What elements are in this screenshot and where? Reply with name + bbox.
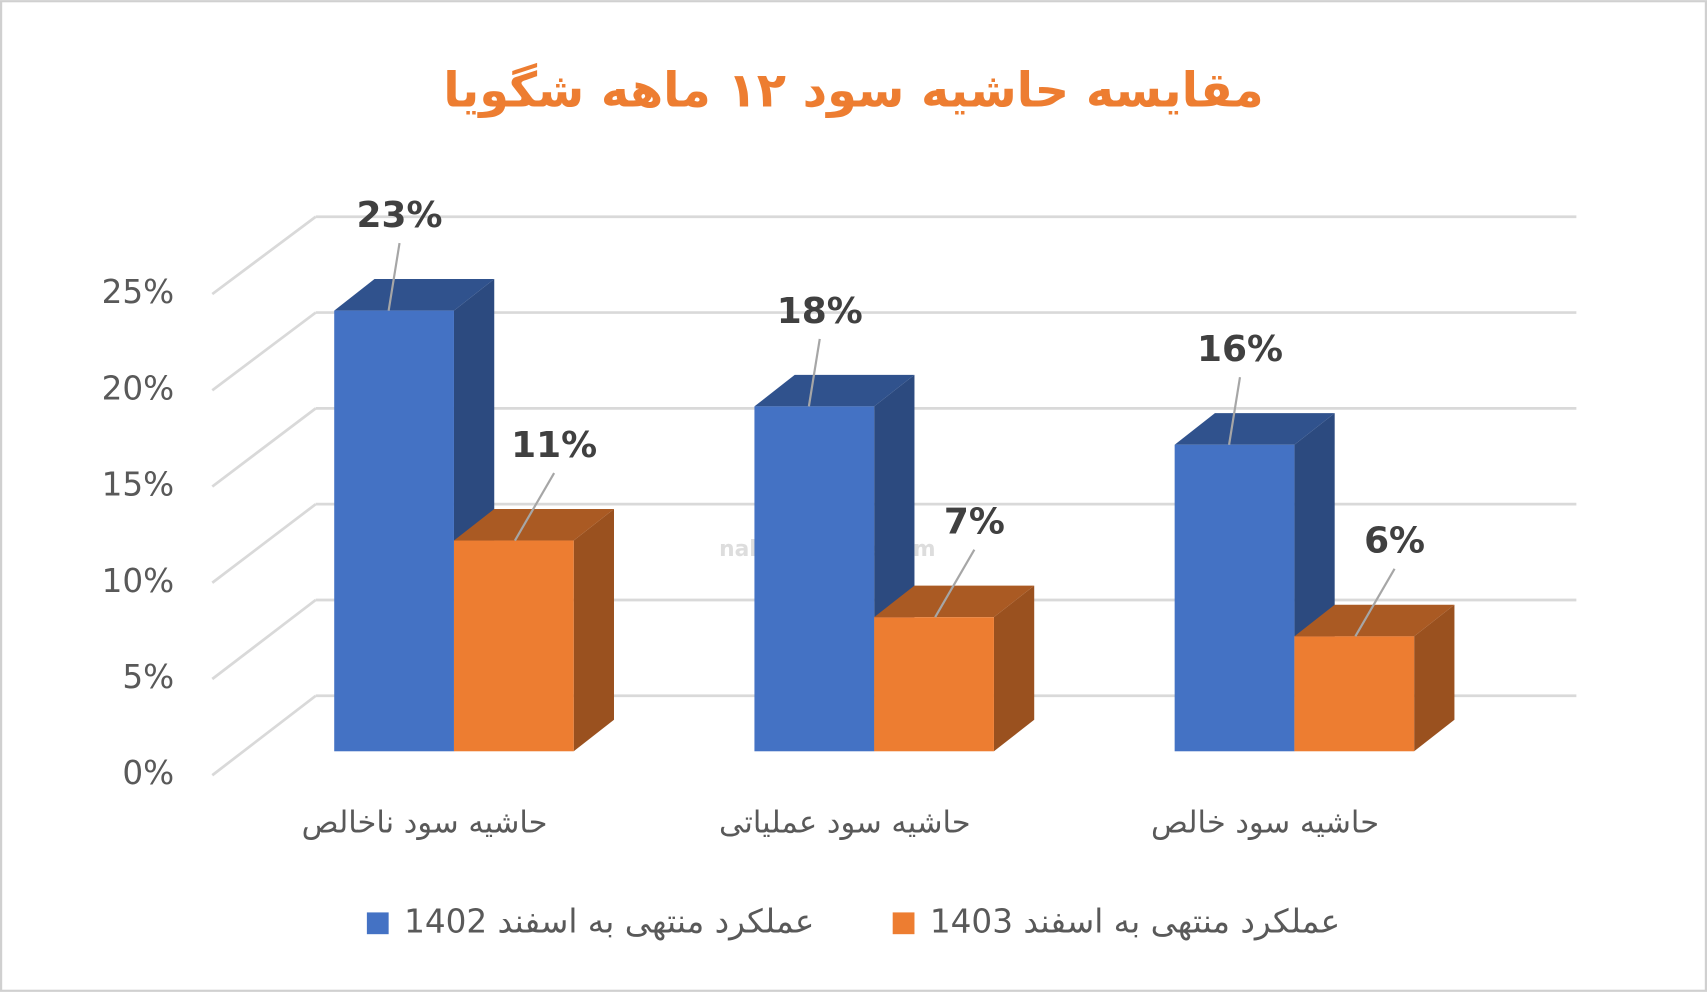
bar-side: [993, 585, 1035, 752]
y-tick-label: 15%: [102, 466, 175, 504]
grid-line-side: [211, 503, 317, 584]
bar-top: [1294, 604, 1455, 637]
data-label: 23%: [357, 195, 443, 236]
grid-line-side: [211, 311, 317, 392]
legend-label: عملکرد منتهی به اسفند 1402: [404, 902, 814, 940]
chart-title: مقایسه حاشیه سود ۱۲ ماهه شگویا: [443, 63, 1263, 119]
legend-swatch: [366, 912, 389, 935]
bar-top: [1174, 413, 1335, 445]
leader-line: [807, 338, 821, 407]
leader-line: [1228, 377, 1242, 445]
bar: [1294, 636, 1415, 752]
leader-line: [934, 549, 976, 618]
data-label: 11%: [511, 425, 597, 466]
leader-line: [1354, 568, 1396, 637]
x-tick-label: حاشیه سود عملیاتی: [719, 806, 971, 841]
y-tick-label: 20%: [102, 369, 175, 407]
grid-line-side: [211, 215, 317, 296]
bar-top: [874, 585, 1035, 618]
grid-line-side: [211, 598, 317, 681]
data-label: 18%: [777, 291, 863, 332]
bar-top: [754, 374, 915, 407]
bar: [453, 540, 574, 752]
bar-top: [334, 279, 495, 311]
leader-line: [387, 242, 401, 311]
y-tick-label: 5%: [122, 658, 174, 696]
y-tick-label: 25%: [102, 273, 175, 311]
data-label: 6%: [1364, 521, 1425, 562]
legend-label: عملکرد منتهی به اسفند 1403: [930, 902, 1340, 940]
bar: [874, 617, 994, 752]
bar-top: [453, 508, 614, 541]
bar: [334, 310, 454, 752]
grid-line-side: [211, 407, 317, 488]
leader-line: [513, 472, 556, 542]
y-tick-label: 10%: [102, 562, 175, 600]
grid-line-side: [211, 694, 317, 777]
bar-side: [573, 508, 614, 752]
x-tick-label: حاشیه سود خالص: [1151, 806, 1379, 841]
data-label: 7%: [944, 502, 1005, 543]
bar-side: [1414, 604, 1455, 752]
x-tick-label: حاشیه سود ناخالص: [302, 806, 548, 841]
bar: [754, 406, 875, 752]
bar: [1174, 444, 1295, 752]
legend-swatch: [892, 912, 915, 935]
y-tick-label: 0%: [122, 754, 174, 792]
data-label: 16%: [1197, 329, 1283, 370]
